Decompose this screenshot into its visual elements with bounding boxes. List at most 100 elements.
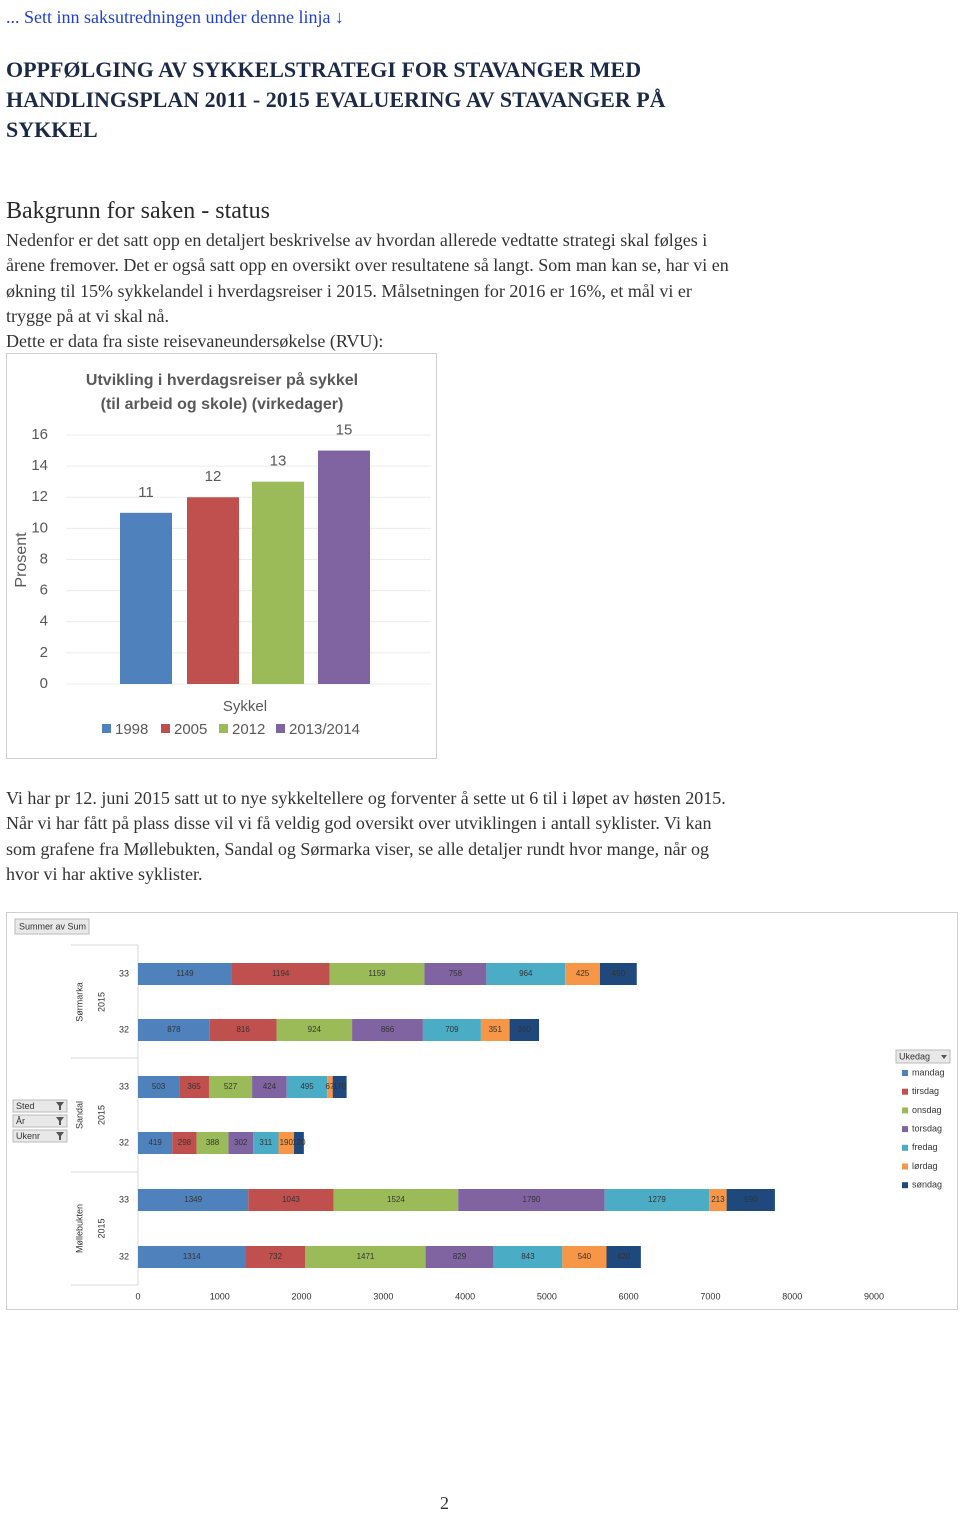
legend-swatch — [902, 1182, 908, 1189]
section-heading: Bakgrunn for saken - status — [6, 198, 270, 224]
data-label: 924 — [308, 1025, 322, 1034]
data-label: 1279 — [648, 1195, 666, 1204]
y-tick-label: 4 — [40, 613, 48, 630]
paragraph-line: Vi har pr 12. juni 2015 satt ut to nye s… — [6, 788, 726, 808]
legend-label: tirsdag — [912, 1086, 939, 1096]
data-label: 495 — [300, 1082, 314, 1091]
data-label: 298 — [178, 1138, 192, 1147]
bar-segment — [333, 1189, 459, 1211]
legend-swatch — [902, 1126, 908, 1133]
bar-segment — [208, 1076, 253, 1098]
legend-swatch — [902, 1163, 908, 1170]
data-label: 1043 — [282, 1195, 300, 1204]
x-tick-label: 7000 — [700, 1291, 720, 1301]
bar-segment — [228, 1132, 254, 1154]
chart: Summer av Sum Sted År Ukenr Sørmarka 2015 Sand… — [6, 912, 958, 1310]
data-label: 420 — [617, 1252, 631, 1261]
bar-segment — [493, 1246, 563, 1268]
legend-label: 2012 — [232, 721, 265, 738]
data-label: 964 — [519, 969, 533, 978]
bar — [187, 497, 239, 684]
paragraph-line: årene fremover. Det er også satt opp en … — [6, 255, 729, 276]
data-label: 503 — [152, 1082, 166, 1091]
legend-swatch — [902, 1144, 908, 1151]
legend-label: fredag — [912, 1142, 938, 1152]
data-label: 1314 — [183, 1252, 201, 1261]
data-label: 1159 — [368, 969, 386, 978]
chart-title: Utvikling i hverdagsreiser på sykkel — [86, 371, 358, 389]
instruction-link: ... Sett inn saksutredningen under denne… — [6, 7, 344, 27]
filter-icon — [56, 1132, 64, 1140]
data-label: 1349 — [184, 1195, 202, 1204]
x-tick-label: 2000 — [292, 1291, 312, 1301]
legend-swatch — [902, 1107, 908, 1114]
legend-swatch — [902, 1070, 908, 1076]
field-button-label: Summer av Sum — [19, 921, 86, 931]
y-tick-label: 16 — [31, 426, 48, 443]
data-label: 365 — [187, 1082, 201, 1091]
bar-segment — [252, 1076, 287, 1098]
data-label: 67 — [326, 1082, 335, 1091]
x-tick-label: 6000 — [619, 1291, 639, 1301]
paragraph-line: økning til 15% sykkelandel i hverdagsrei… — [6, 280, 692, 301]
data-label: 12 — [205, 468, 222, 485]
bar-segment — [172, 1132, 197, 1154]
legend-swatch — [219, 724, 228, 733]
y-tick-label: 6 — [40, 582, 48, 599]
data-label: 1194 — [272, 969, 290, 978]
chart-title: (til arbeid og skole) (virkedager) — [101, 396, 344, 413]
bar-segment — [231, 963, 330, 985]
bar — [318, 450, 370, 684]
data-label: 866 — [381, 1025, 395, 1034]
paragraph-line: Dette er data fra siste reisevaneundersø… — [6, 331, 384, 351]
y-tick-label: 2 — [40, 644, 48, 661]
bar-segment — [425, 1246, 494, 1268]
data-label: 311 — [259, 1138, 272, 1147]
legend-label: 2005 — [174, 721, 207, 738]
x-tick-label: 5000 — [537, 1291, 557, 1301]
y-tick-label: 10 — [31, 519, 48, 536]
bar-segment — [458, 1189, 605, 1211]
data-label: 425 — [576, 969, 590, 978]
data-label: 15 — [336, 422, 353, 439]
legend-swatch — [276, 724, 285, 733]
data-label: 709 — [445, 1025, 459, 1034]
bar-segment — [294, 1132, 304, 1154]
data-label: 170 — [333, 1082, 347, 1091]
data-label: 829 — [453, 1252, 467, 1261]
document-title: HANDLINGSPLAN 2011 - 2015 EVALUERING AV … — [6, 87, 666, 112]
bar-segment — [562, 1246, 607, 1268]
data-label: 190 — [280, 1138, 294, 1147]
x-tick-label: 8000 — [782, 1291, 802, 1301]
legend-dropdown — [941, 1055, 947, 1059]
y-tick-label: 33 — [119, 968, 129, 978]
field-button — [14, 918, 90, 935]
bar-segment — [565, 963, 600, 985]
filter-button — [12, 1114, 68, 1128]
data-label: 120 — [292, 1138, 306, 1147]
bar-segment — [480, 1019, 510, 1041]
data-label: 388 — [206, 1138, 220, 1147]
filter-button-label: Ukenr — [16, 1131, 40, 1141]
data-label: 424 — [263, 1082, 277, 1091]
group-year: 2015 — [96, 1218, 106, 1238]
data-label: 11 — [138, 484, 154, 501]
bar-segment — [422, 1019, 481, 1041]
bar-segment — [209, 1019, 277, 1041]
bar-segment — [138, 1189, 249, 1211]
bar-segment — [138, 963, 232, 985]
data-label: 758 — [449, 969, 463, 978]
data-label: 13 — [270, 453, 287, 470]
data-label: 351 — [489, 1025, 503, 1034]
legend-label: onsdag — [912, 1105, 942, 1115]
bar-segment — [276, 1019, 353, 1041]
data-label: 1524 — [387, 1195, 405, 1204]
filter-icon — [56, 1117, 64, 1125]
bar-segment — [245, 1246, 306, 1268]
data-label: 1790 — [523, 1195, 541, 1204]
legend-swatch — [161, 724, 170, 733]
bar-segment — [352, 1019, 423, 1041]
y-axis-label: Prosent — [13, 532, 30, 588]
legend-label: lørdag — [912, 1161, 938, 1171]
